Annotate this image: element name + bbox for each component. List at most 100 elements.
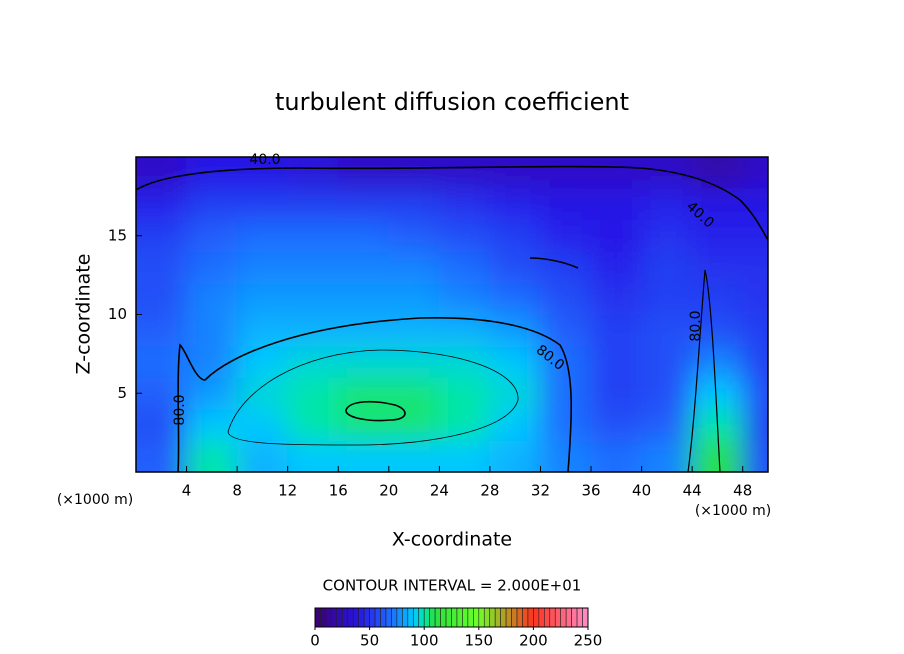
field-cell xyxy=(337,188,390,221)
colorbar-swatch xyxy=(423,607,430,628)
field-cell xyxy=(742,157,768,189)
field-cell xyxy=(438,251,491,284)
x-tick-label: 8 xyxy=(232,482,242,500)
x-tick-label: 44 xyxy=(683,482,702,500)
field-cell xyxy=(742,408,768,441)
field-cell xyxy=(691,377,744,410)
colorbar-swatch xyxy=(494,607,501,628)
field-cell xyxy=(438,188,491,221)
field-cell xyxy=(489,345,541,378)
colorbar-swatch xyxy=(429,607,436,628)
colorbar-swatch xyxy=(434,607,441,628)
colorbar-swatch xyxy=(560,607,567,628)
field-cell xyxy=(236,251,289,284)
field-cell xyxy=(590,377,643,410)
field-cell xyxy=(136,282,188,315)
colorbar-swatch xyxy=(391,607,398,628)
field-cell xyxy=(590,408,643,441)
field-cell xyxy=(438,440,491,472)
field-cell xyxy=(136,219,188,252)
colorbar-swatch xyxy=(500,607,507,628)
field-cell xyxy=(337,408,390,441)
field-cell xyxy=(590,440,643,472)
field-cell xyxy=(136,251,188,284)
y-tick-label: 15 xyxy=(108,226,127,244)
field-cell xyxy=(742,440,768,472)
colorbar-swatch xyxy=(549,607,556,628)
colorbar-swatch xyxy=(369,607,376,628)
field-cell xyxy=(186,251,238,284)
contour-line xyxy=(227,349,519,446)
field-cell xyxy=(641,157,693,189)
x-tick-label: 36 xyxy=(581,482,600,500)
colorbar-swatch xyxy=(505,607,512,628)
x-tick-label: 4 xyxy=(182,482,192,500)
colorbar-swatch xyxy=(554,607,561,628)
field-cell xyxy=(186,282,238,315)
field-cell xyxy=(489,157,541,189)
field-cell xyxy=(186,314,238,347)
field-cell xyxy=(489,408,541,441)
field xyxy=(136,157,768,472)
field-cell xyxy=(489,219,541,252)
field-cell xyxy=(742,314,768,347)
field-cell xyxy=(489,188,541,221)
contour-label: 40.0 xyxy=(249,152,280,168)
colorbar-swatch xyxy=(533,607,540,628)
colorbar-swatch xyxy=(456,607,463,628)
field-cell xyxy=(287,219,339,252)
contour-label: 80.0 xyxy=(172,394,188,425)
field-cell xyxy=(641,251,693,284)
field-cell xyxy=(438,345,491,378)
colorbar-swatch xyxy=(320,607,327,628)
contour-line xyxy=(177,317,573,472)
colorbar-swatch xyxy=(352,607,359,628)
field-cell xyxy=(641,377,693,410)
field-cell xyxy=(287,282,339,315)
colorbar-swatch xyxy=(358,607,365,628)
field-cell xyxy=(337,282,390,315)
colorbar-swatch xyxy=(440,607,447,628)
colorbar-swatch xyxy=(347,607,354,628)
x-unit: (×1000 m) xyxy=(695,503,771,519)
field-cell xyxy=(539,345,592,378)
contour-interval: CONTOUR INTERVAL = 2.000E+01 xyxy=(323,577,582,595)
field-cell xyxy=(691,219,744,252)
field-cell xyxy=(388,408,440,441)
field-cell xyxy=(388,377,440,410)
colorbar-swatch xyxy=(478,607,485,628)
field-cell xyxy=(186,377,238,410)
colorbar-swatch xyxy=(516,607,523,628)
y-axis-label: Z-coordinate xyxy=(73,254,95,375)
contour-label: 80.0 xyxy=(688,310,704,341)
field-cell xyxy=(590,251,643,284)
field-cell xyxy=(539,282,592,315)
x-tick-label: 12 xyxy=(278,482,297,500)
x-tick-label: 40 xyxy=(632,482,651,500)
colorbar-tick-label: 150 xyxy=(464,632,493,650)
field-cell xyxy=(742,251,768,284)
field-cell xyxy=(590,282,643,315)
colorbar-swatch xyxy=(412,607,420,628)
colorbar-swatch xyxy=(407,607,414,628)
contour-line xyxy=(529,257,579,269)
chart-title: turbulent diffusion coefficient xyxy=(275,88,629,116)
colorbar-swatch xyxy=(462,607,469,628)
field-cell xyxy=(489,377,541,410)
field-cell xyxy=(691,345,744,378)
colorbar-tick-label: 50 xyxy=(360,632,379,650)
field-cell xyxy=(489,251,541,284)
colorbar-swatch xyxy=(576,607,583,628)
field-cell xyxy=(388,219,440,252)
colorbar-swatch xyxy=(336,607,343,628)
colorbar-swatch xyxy=(582,607,589,628)
field-cell xyxy=(539,440,592,472)
contour-line xyxy=(136,165,768,241)
field-cell xyxy=(337,377,390,410)
colorbar-swatch xyxy=(341,607,349,628)
field-cell xyxy=(489,440,541,472)
field-cell xyxy=(388,440,440,472)
colorbar-swatch xyxy=(565,607,572,628)
field-cell xyxy=(742,377,768,410)
